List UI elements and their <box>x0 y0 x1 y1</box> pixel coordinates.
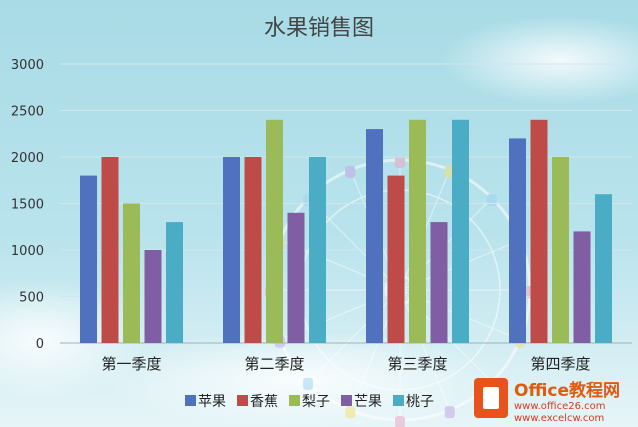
bar-3-3 <box>573 231 591 343</box>
x-tick-label: 第一季度 <box>101 355 161 373</box>
ferris-cabin <box>395 416 405 427</box>
bar-3-0 <box>509 138 526 343</box>
legend-label: 梨子 <box>302 394 330 410</box>
bar-1-2 <box>266 119 283 343</box>
legend-swatch <box>341 395 352 406</box>
office-logo-inner <box>483 387 499 409</box>
y-axis-ticks: 0 500 1000 1500 2000 2500 3000 <box>11 58 44 352</box>
y-tick-label: 1500 <box>11 198 44 213</box>
bar-1-1 <box>244 157 262 343</box>
legend: 苹果 香蕉 梨子 芒果 桃子 <box>185 394 434 410</box>
bar-3-1 <box>530 119 548 343</box>
chart-title: 水果销售图 <box>264 16 374 41</box>
bar-0-3 <box>144 250 162 343</box>
bar-2-2 <box>409 119 426 343</box>
y-tick-label: 2500 <box>11 105 44 120</box>
bar-2-0 <box>366 129 383 343</box>
x-tick-label: 第四季度 <box>530 355 590 373</box>
bar-1-0 <box>223 157 240 343</box>
bar-0-0 <box>80 175 97 343</box>
bar-3-4 <box>595 194 612 343</box>
ferris-cabin <box>486 194 497 207</box>
watermark-url-2: www.excelcw.com <box>514 413 604 424</box>
watermark-url-1: www.office26.com <box>514 401 606 412</box>
bar-0-2 <box>123 203 140 343</box>
x-tick-label: 第三季度 <box>387 355 447 373</box>
bar-3-2 <box>552 157 569 343</box>
ferris-cabin <box>345 406 356 419</box>
x-axis-labels: 第一季度 第二季度 第三季度 第四季度 <box>101 355 590 373</box>
bar-2-1 <box>387 175 405 343</box>
y-tick-label: 500 <box>19 291 44 306</box>
bar-1-3 <box>287 212 305 343</box>
legend-label: 桃子 <box>406 394 434 410</box>
bar-2-4 <box>452 119 469 343</box>
ferris-cabin <box>345 165 356 178</box>
y-tick-label: 2000 <box>11 151 44 166</box>
bar-0-4 <box>166 222 183 343</box>
legend-label: 苹果 <box>198 394 226 410</box>
watermark: Office教程网 www.office26.com www.excelcw.c… <box>474 378 620 424</box>
ferris-cabin <box>303 377 314 390</box>
legend-label: 香蕉 <box>250 394 278 410</box>
bar-0-1 <box>101 157 119 343</box>
bar-1-4 <box>309 157 326 343</box>
legend-swatch <box>237 395 248 406</box>
ferris-cabin <box>395 156 405 168</box>
y-tick-label: 3000 <box>11 58 44 73</box>
y-tick-label: 0 <box>36 337 44 352</box>
legend-swatch <box>289 395 300 406</box>
bar-2-3 <box>430 222 448 343</box>
bars <box>80 119 612 343</box>
x-tick-label: 第二季度 <box>244 355 304 373</box>
legend-label: 芒果 <box>354 394 382 410</box>
legend-swatch <box>185 395 196 406</box>
ferris-cabin <box>444 406 455 419</box>
legend-swatch <box>393 395 404 406</box>
y-tick-label: 1000 <box>11 244 44 259</box>
watermark-brand: Office教程网 <box>514 380 620 401</box>
